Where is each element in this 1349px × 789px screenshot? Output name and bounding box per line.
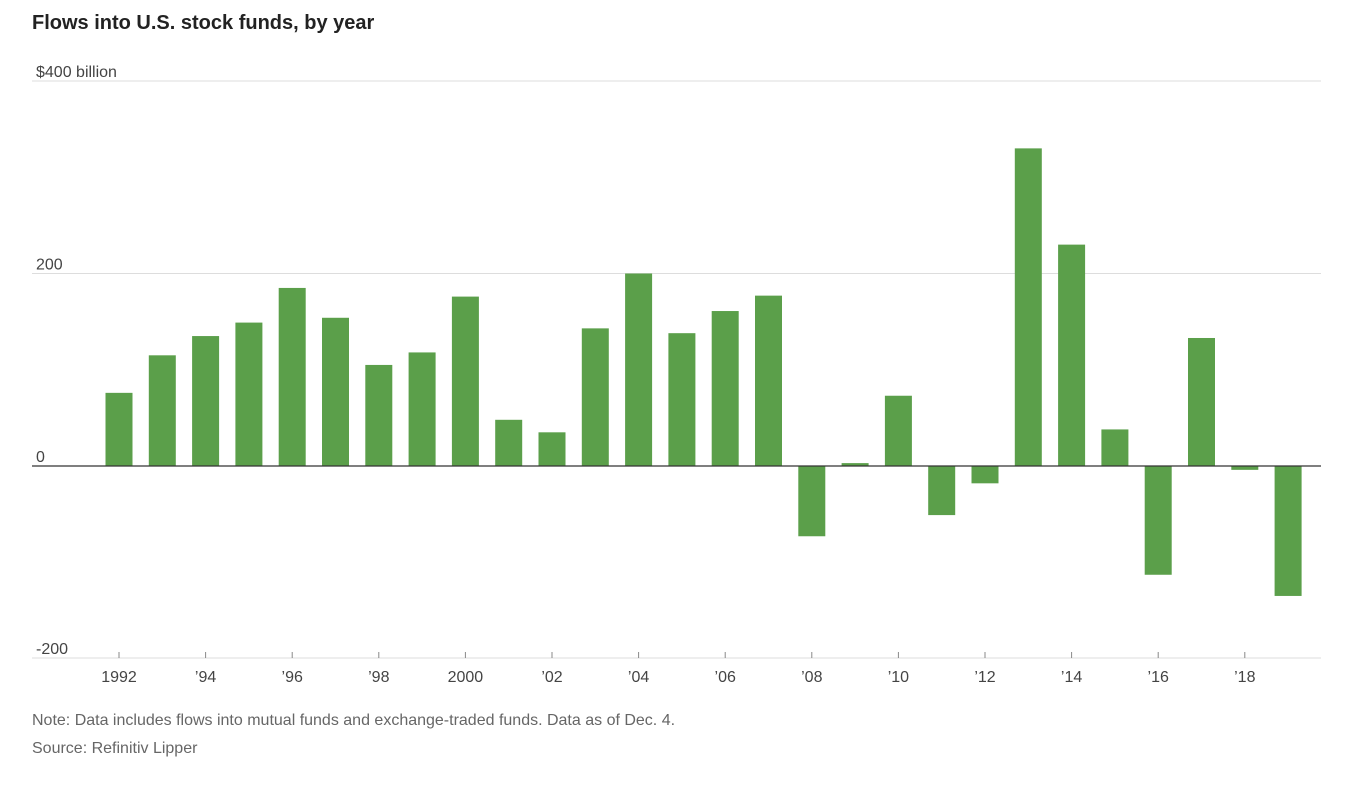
bar-2016 (1144, 466, 1172, 575)
x-tick-label: ’18 (1234, 669, 1255, 686)
y-tick-label: 200 (36, 257, 63, 274)
bar-1998 (365, 364, 393, 466)
bar-2005 (668, 333, 696, 466)
bar-2007 (755, 295, 782, 466)
bar-2004 (625, 273, 653, 466)
y-tick-label: -200 (36, 641, 68, 658)
bar-2012 (971, 466, 999, 484)
bar-2000 (451, 296, 479, 466)
bar-1993 (148, 355, 176, 466)
x-tick-label: 1992 (101, 669, 137, 686)
bar-2018 (1231, 466, 1259, 470)
axes (32, 465, 1321, 658)
bar-2002 (538, 432, 566, 466)
chart-note: Note: Data includes flows into mutual fu… (32, 712, 676, 729)
gridlines (32, 80, 1321, 659)
x-tick-label: ’12 (974, 669, 995, 686)
bar-1992 (105, 392, 133, 466)
bar-2001 (495, 419, 523, 466)
x-tick-label: ’04 (628, 669, 649, 686)
x-tick-label: ’10 (888, 669, 909, 686)
bar-2003 (581, 328, 609, 466)
y-tick-label: 0 (36, 449, 45, 466)
bar-2011 (928, 466, 956, 516)
x-tick-label: 2000 (448, 669, 484, 686)
x-tick-label: ’98 (368, 669, 389, 686)
x-tick-label: ’02 (541, 669, 562, 686)
bars (105, 148, 1302, 596)
bar-1995 (235, 322, 263, 466)
x-tick-label: ’06 (715, 669, 736, 686)
chart-title: Flows into U.S. stock funds, by year (32, 12, 375, 34)
x-tick-label: ’14 (1061, 669, 1082, 686)
bar-2006 (711, 311, 739, 466)
bar-1997 (322, 317, 349, 466)
chart-source: Source: Refinitiv Lipper (32, 740, 198, 757)
bar-1999 (408, 352, 436, 466)
bar-2008 (798, 466, 826, 537)
x-tick-label: ’94 (195, 669, 216, 686)
bar-2010 (884, 395, 912, 466)
bar-1996 (278, 287, 306, 466)
bar-1994 (192, 336, 220, 466)
bar-2014 (1058, 244, 1086, 466)
x-tick-label: ’08 (801, 669, 822, 686)
bar-2015 (1101, 429, 1129, 466)
x-tick-label: ’16 (1148, 669, 1169, 686)
bar-2019 (1274, 466, 1302, 596)
bar-2009 (841, 463, 869, 466)
y-tick-label: $400 billion (36, 64, 117, 81)
bar-2013 (1014, 148, 1042, 466)
bar-2017 (1188, 337, 1215, 466)
x-tick-label: ’96 (282, 669, 303, 686)
